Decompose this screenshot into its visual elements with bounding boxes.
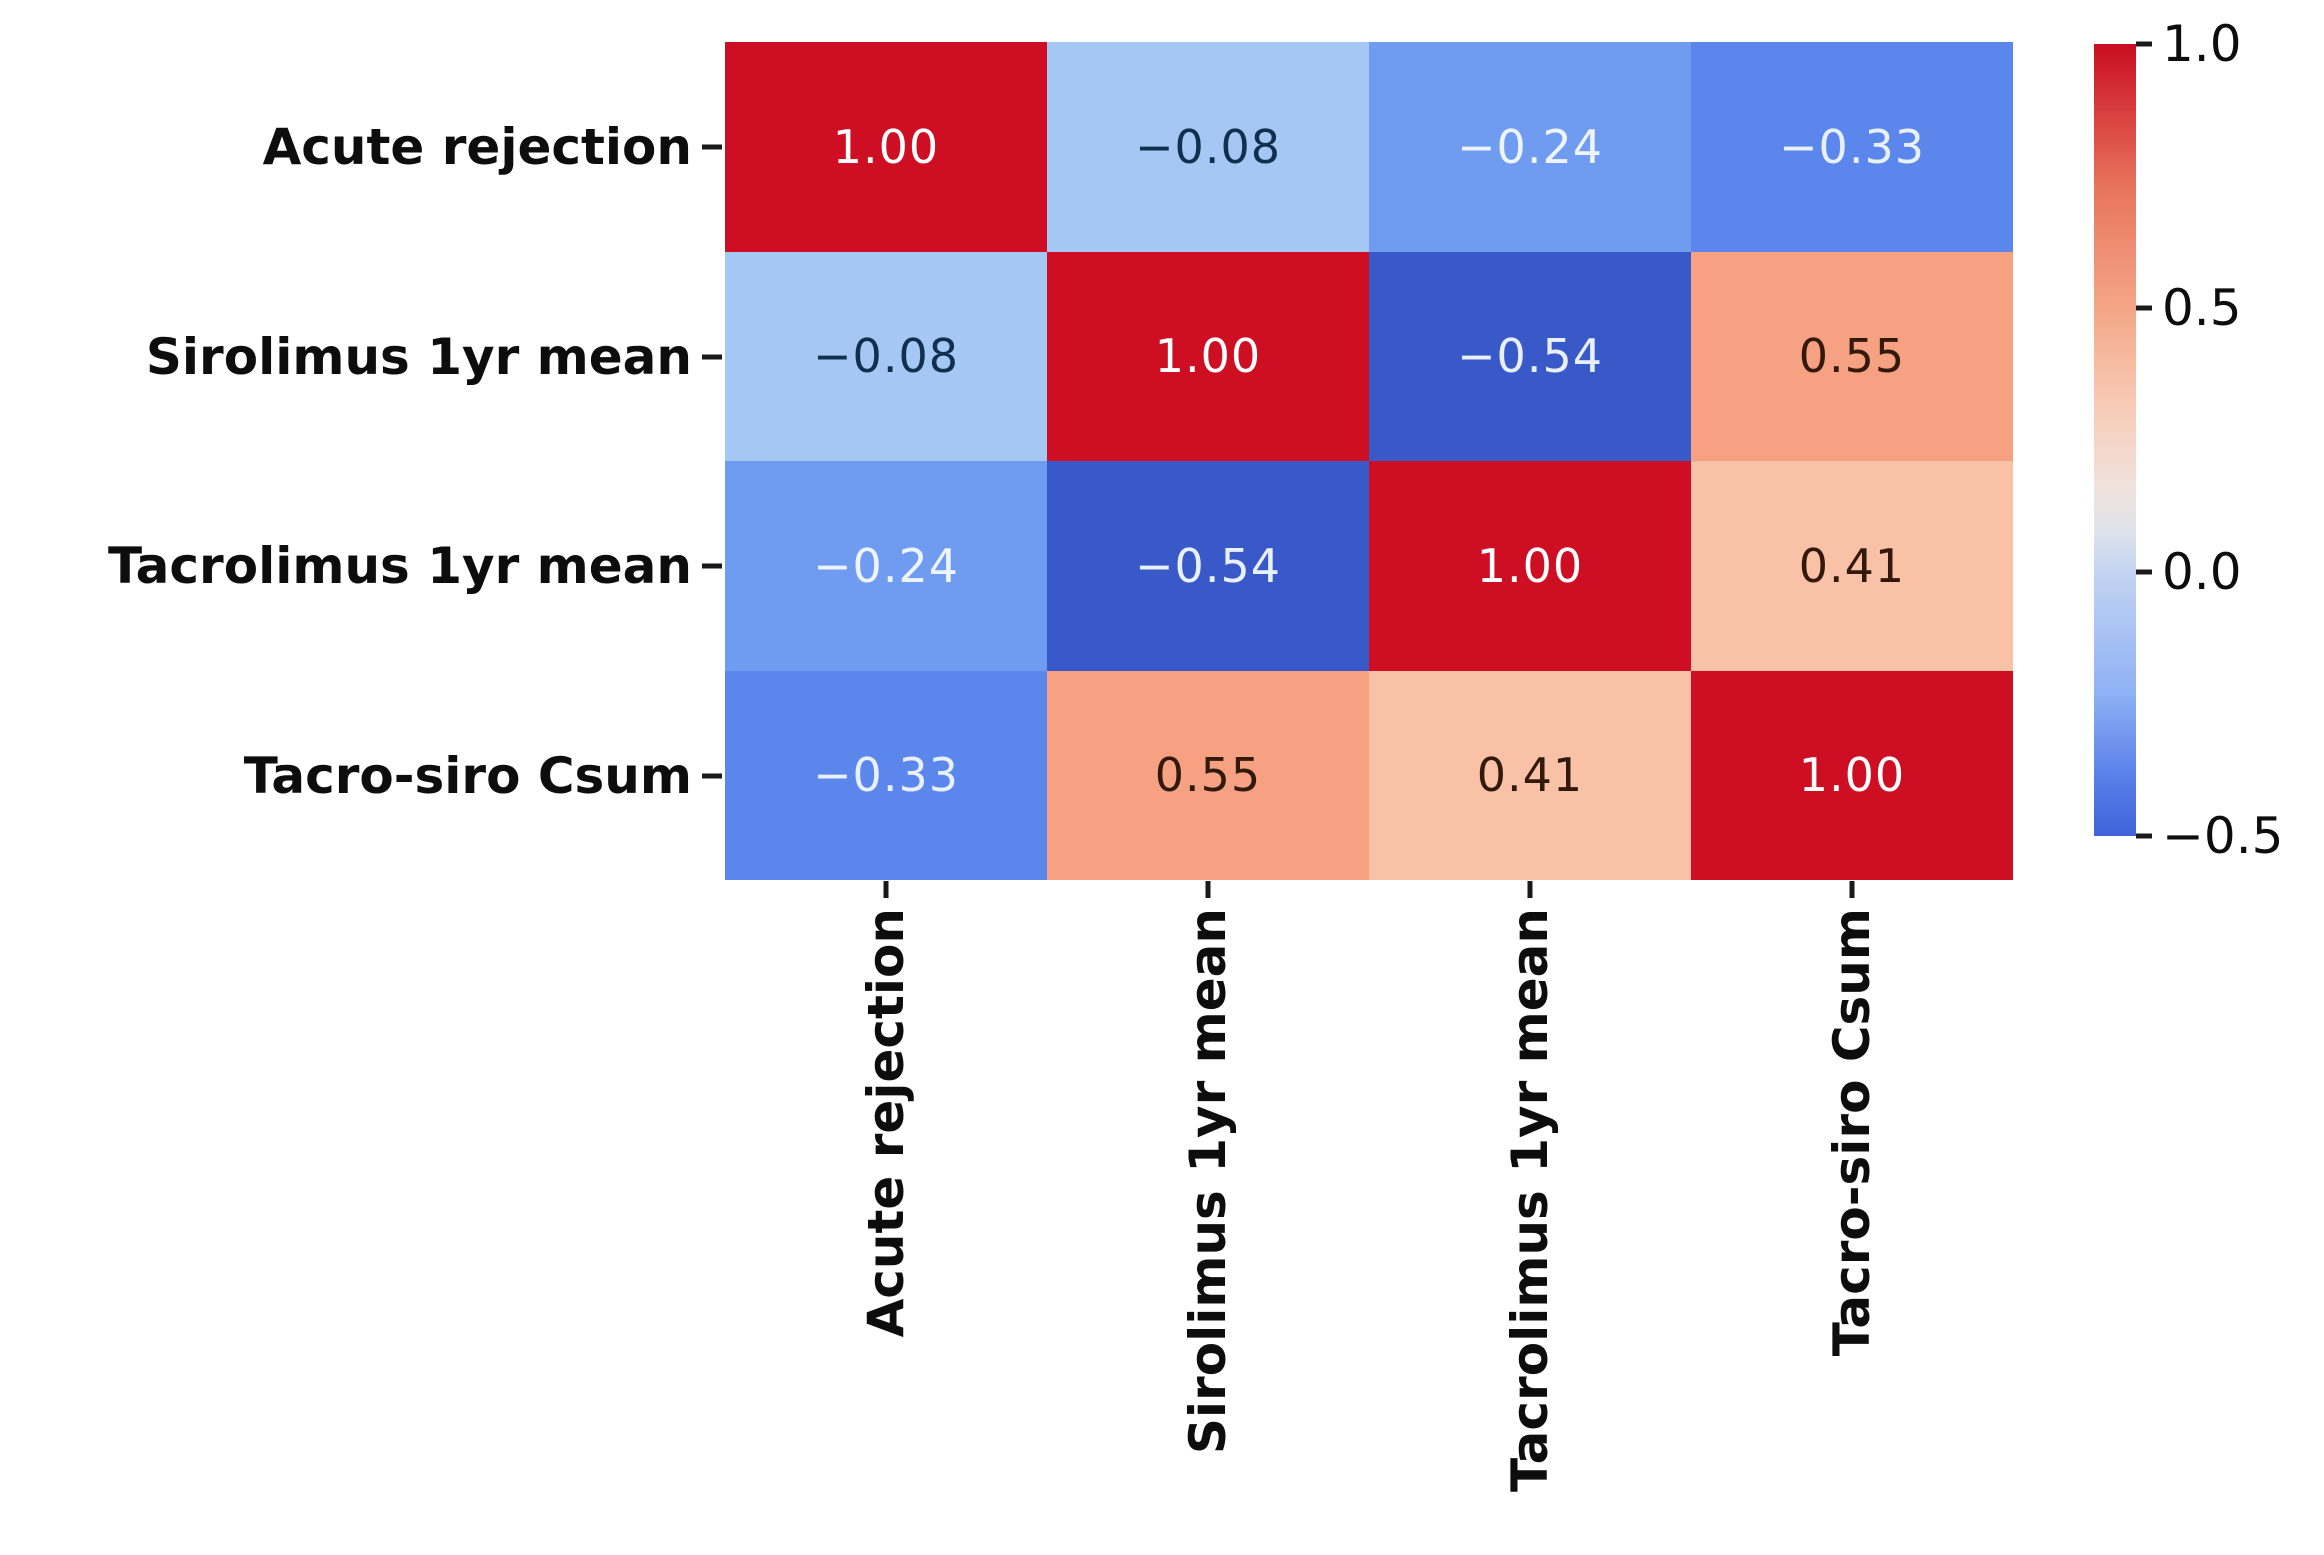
heatmap-cell-sirolimus-1yr-mean-x-tacro-siro-csum: 0.55: [1691, 251, 2013, 461]
x-tick-tacro-siro-csum: [1849, 881, 1855, 898]
heatmap-cell-tacro-siro-csum-x-acute-rejection: −0.33: [725, 670, 1047, 880]
heatmap-cell-sirolimus-1yr-mean-x-acute-rejection: −0.08: [725, 251, 1047, 461]
row-label-tacro-siro-csum: Tacro-siro Csum: [243, 746, 692, 805]
column-label-sirolimus-1yr-mean: Sirolimus 1yr mean: [1179, 908, 1237, 1455]
heatmap-cell-tacrolimus-1yr-mean-x-acute-rejection: −0.24: [725, 461, 1047, 671]
y-tick-tacro-siro-csum: [702, 773, 722, 778]
heatmap-cell-acute-rejection-x-acute-rejection: 1.00: [725, 42, 1047, 252]
colorbar-tick-label-1-0: 1.0: [2162, 15, 2242, 73]
heatmap-cell-tacro-siro-csum-x-tacrolimus-1yr-mean: 0.41: [1369, 670, 1691, 880]
y-tick-sirolimus-1yr-mean: [702, 354, 722, 359]
heatmap-cell-tacrolimus-1yr-mean-x-tacrolimus-1yr-mean: 1.00: [1369, 461, 1691, 671]
colorbar-tick-label-0-5: −0.5: [2162, 807, 2284, 865]
y-tick-tacrolimus-1yr-mean: [702, 563, 722, 569]
heatmap-cell-acute-rejection-x-tacrolimus-1yr-mean: −0.24: [1369, 42, 1691, 252]
colorbar-tick-1-0: [2136, 41, 2152, 47]
heatmap-cell-sirolimus-1yr-mean-x-tacrolimus-1yr-mean: −0.54: [1369, 251, 1691, 461]
colorbar-tick-0-5: [2136, 833, 2152, 839]
heatmap-cell-sirolimus-1yr-mean-x-sirolimus-1yr-mean: 1.00: [1047, 251, 1369, 461]
heatmap-cell-acute-rejection-x-tacro-siro-csum: −0.33: [1691, 42, 2013, 252]
colorbar-tick-0-0: [2136, 569, 2152, 575]
colorbar-tick-0-5: [2136, 305, 2152, 311]
x-tick-acute-rejection: [883, 881, 889, 898]
x-tick-tacrolimus-1yr-mean: [1527, 881, 1533, 898]
heatmap-matrix: 1.00 −0.08 −0.24 −0.33 −0.08 1.00 −0.54 0.55 −0.…: [725, 42, 2013, 880]
row-label-tacrolimus-1yr-mean: Tacrolimus 1yr mean: [108, 537, 692, 595]
row-label-sirolimus-1yr-mean: Sirolimus 1yr mean: [145, 327, 692, 386]
column-label-tacro-siro-csum: Tacro-siro Csum: [1823, 908, 1881, 1357]
heatmap-cell-tacrolimus-1yr-mean-x-sirolimus-1yr-mean: −0.54: [1047, 461, 1369, 671]
column-label-acute-rejection: Acute rejection: [857, 908, 915, 1338]
colorbar-tick-label-0-0: 0.0: [2162, 543, 2242, 601]
colorbar-tick-label-0-5: 0.5: [2162, 279, 2242, 337]
y-tick-acute-rejection: [702, 144, 722, 150]
x-tick-sirolimus-1yr-mean: [1205, 881, 1211, 898]
heatmap-cell-tacro-siro-csum-x-sirolimus-1yr-mean: 0.55: [1047, 670, 1369, 880]
heatmap-cell-tacrolimus-1yr-mean-x-tacro-siro-csum: 0.41: [1691, 461, 2013, 671]
heatmap-cell-tacro-siro-csum-x-tacro-siro-csum: 1.00: [1691, 670, 2013, 880]
heatmap-cell-acute-rejection-x-sirolimus-1yr-mean: −0.08: [1047, 42, 1369, 252]
colorbar-gradient: [2094, 44, 2136, 836]
row-label-acute-rejection: Acute rejection: [262, 118, 692, 176]
column-label-tacrolimus-1yr-mean: Tacrolimus 1yr mean: [1501, 908, 1559, 1492]
